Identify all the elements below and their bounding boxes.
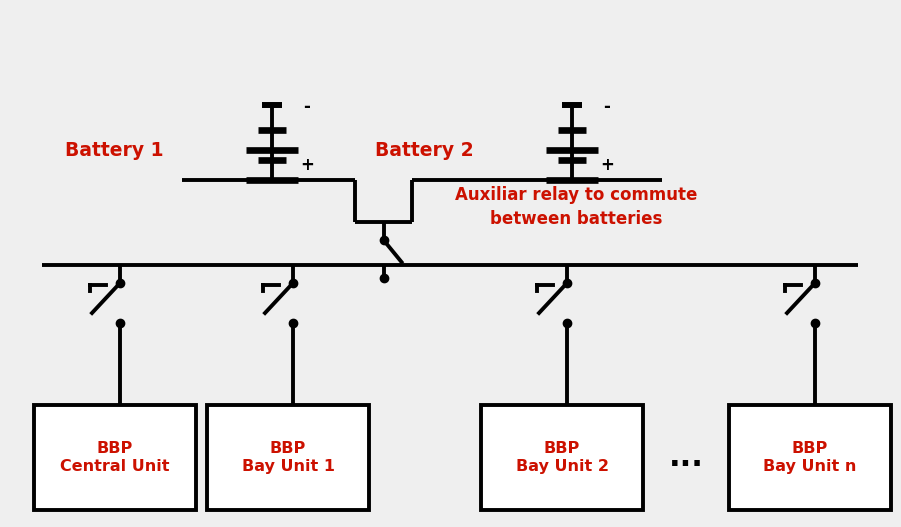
- Text: ...: ...: [669, 443, 704, 472]
- Text: -: -: [304, 98, 311, 116]
- Bar: [481, 405, 643, 510]
- Text: BBP
Bay Unit 1: BBP Bay Unit 1: [241, 441, 334, 474]
- Bar: [207, 405, 369, 510]
- Text: BBP
Central Unit: BBP Central Unit: [60, 441, 169, 474]
- Text: +: +: [300, 156, 314, 174]
- Text: Auxiliar relay to commute
between batteries: Auxiliar relay to commute between batter…: [455, 186, 697, 228]
- Text: +: +: [600, 156, 614, 174]
- Bar: [729, 405, 891, 510]
- Bar: [34, 405, 196, 510]
- Text: BBP
Bay Unit n: BBP Bay Unit n: [763, 441, 857, 474]
- Text: Battery 1: Battery 1: [65, 141, 163, 160]
- Text: BBP
Bay Unit 2: BBP Bay Unit 2: [515, 441, 608, 474]
- Text: Battery 2: Battery 2: [375, 141, 474, 160]
- Text: -: -: [604, 98, 611, 116]
